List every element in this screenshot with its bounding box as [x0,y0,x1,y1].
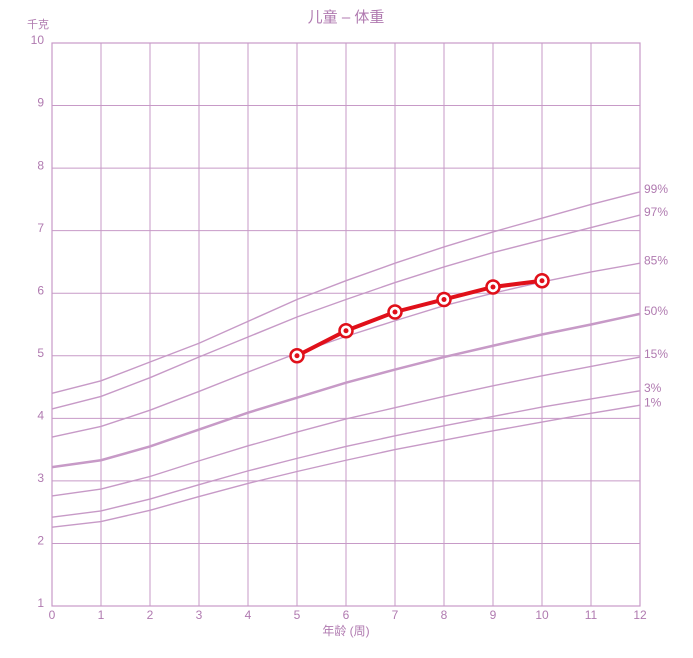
x-tick-label: 9 [490,608,497,622]
legend-label: 50% [644,304,668,318]
x-tick-label: 5 [294,608,301,622]
child-point-dot [294,353,300,359]
y-tick-label: 7 [37,221,44,235]
legend-label: 15% [644,347,668,361]
y-tick-label: 8 [37,158,44,172]
chart-title: 儿童 – 体重 [308,8,385,26]
percentile-line [51,404,641,528]
x-tick-label: 4 [245,608,252,622]
percentile-line [51,356,641,497]
y-tick-label: 6 [37,283,44,297]
child-point-dot [392,309,398,315]
y-tick-label: 3 [37,471,44,485]
x-tick-label: 7 [392,608,399,622]
x-tick-label: 8 [441,608,448,622]
percentile-line [51,390,641,518]
legend-label: 97% [644,205,668,219]
child-point-dot [539,278,545,284]
y-tick-label: 5 [37,346,44,360]
legend-label: 3% [644,381,662,395]
percentile-line [51,312,641,469]
y-tick-label: 9 [37,96,44,110]
x-tick-label: 11 [585,608,598,622]
x-axis-label: 年龄 (周) [322,624,369,638]
child-point-dot [441,296,447,302]
child-line [296,278,543,358]
x-tick-label: 2 [147,608,154,622]
x-tick-label: 1 [98,608,105,622]
plot-frame [51,42,641,607]
y-axis-label: 千克 [27,18,49,31]
child-point-dot [490,284,496,290]
x-tick-label: 12 [633,608,647,622]
y-tick-label: 1 [37,596,44,610]
y-tick-label: 4 [37,409,44,423]
percentile-line [51,214,641,410]
x-tick-label: 3 [196,608,203,622]
child-point-dot [343,328,349,334]
percentile-line [51,191,641,394]
y-tick-label: 10 [31,33,45,47]
legend-label: 99% [644,182,668,196]
x-tick-label: 0 [49,608,56,622]
legend-label: 85% [644,253,668,267]
x-tick-label: 6 [343,608,350,622]
x-tick-label: 10 [535,608,549,622]
legend-label: 1% [644,395,662,409]
y-tick-label: 2 [37,534,44,548]
